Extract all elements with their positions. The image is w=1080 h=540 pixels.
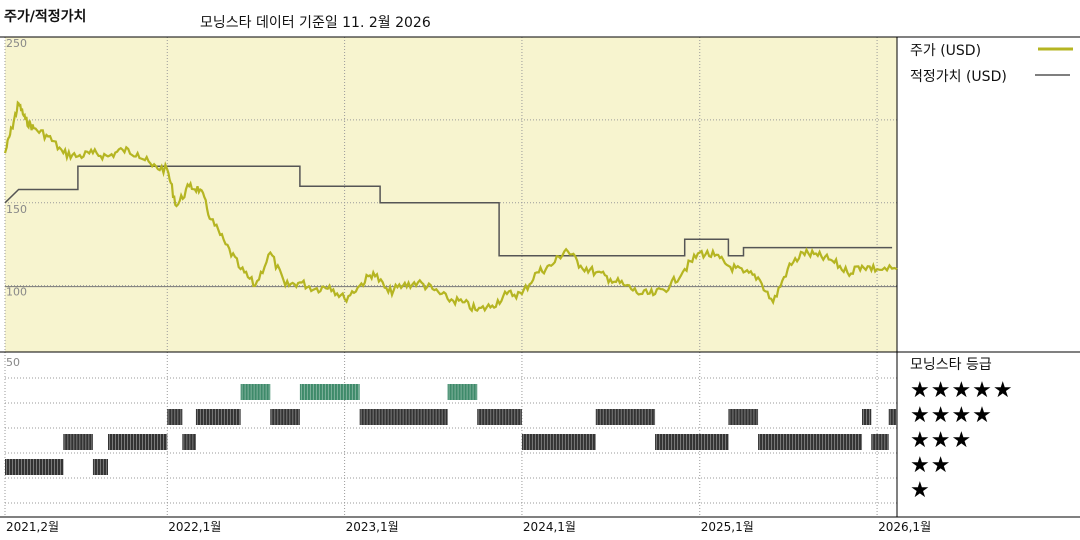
rating-bar-2-stars: [5, 459, 64, 475]
rating-bar-3-stars: [63, 434, 93, 450]
legend-fair-value-label: 적정가치 (USD): [910, 69, 1007, 85]
rating-bar-5-stars: [299, 384, 360, 400]
rating-y-tick-label: 50: [6, 356, 20, 369]
rating-bar-4-stars: [862, 409, 872, 425]
legend-price-label: 주가 (USD): [910, 43, 982, 59]
rating-legend-title: 모닝스타 등급: [910, 357, 992, 373]
rating-bar-3-stars: [107, 434, 168, 450]
x-tick-label: 2021,2월: [6, 520, 59, 534]
rating-bar-3-stars: [758, 434, 863, 450]
fair-value-line: [4, 165, 893, 257]
rating-bar-4-stars: [595, 409, 656, 425]
rating-bar-4-stars: [888, 409, 897, 425]
rating-row-2-stars: ★★: [910, 453, 952, 478]
rating-row-1-star: ★: [910, 478, 931, 503]
rating-bar-4-stars: [195, 409, 241, 425]
x-tick-label: 2026,1월: [878, 520, 931, 534]
upper-panel-bg: [5, 37, 897, 352]
y-tick-label: 150: [6, 203, 27, 216]
rating-bar-4-stars: [477, 409, 522, 425]
rating-bar-5-stars: [447, 384, 478, 400]
rating-row-4-stars: ★★★★: [910, 403, 993, 428]
price-line: [3, 100, 898, 313]
rating-bar-5-stars: [240, 384, 271, 400]
rating-row-5-stars: ★★★★★: [910, 378, 1014, 403]
data-date-label: 모닝스타 데이터 기준일 11. 2월 2026: [200, 15, 431, 31]
rating-bar-3-stars: [182, 434, 197, 450]
rating-bar-2-stars: [92, 459, 108, 475]
rating-bar-4-stars: [359, 409, 448, 425]
rating-bar-4-stars: [167, 409, 183, 425]
y-tick-label: 100: [6, 286, 27, 299]
rating-bar-3-stars: [655, 434, 729, 450]
rating-bar-3-stars: [871, 434, 889, 450]
x-tick-label: 2023,1월: [346, 520, 399, 534]
rating-row-3-stars: ★★★: [910, 428, 973, 453]
chart-title: 주가/적정가치: [4, 9, 87, 25]
rating-bar-4-stars: [270, 409, 300, 425]
x-tick-label: 2025,1월: [701, 520, 754, 534]
y-tick-label: 250: [6, 37, 27, 50]
rating-bar-4-stars: [728, 409, 759, 425]
x-tick-label: 2022,1월: [168, 520, 221, 534]
x-tick-label: 2024,1월: [523, 520, 576, 534]
rating-bar-3-stars: [521, 434, 596, 450]
